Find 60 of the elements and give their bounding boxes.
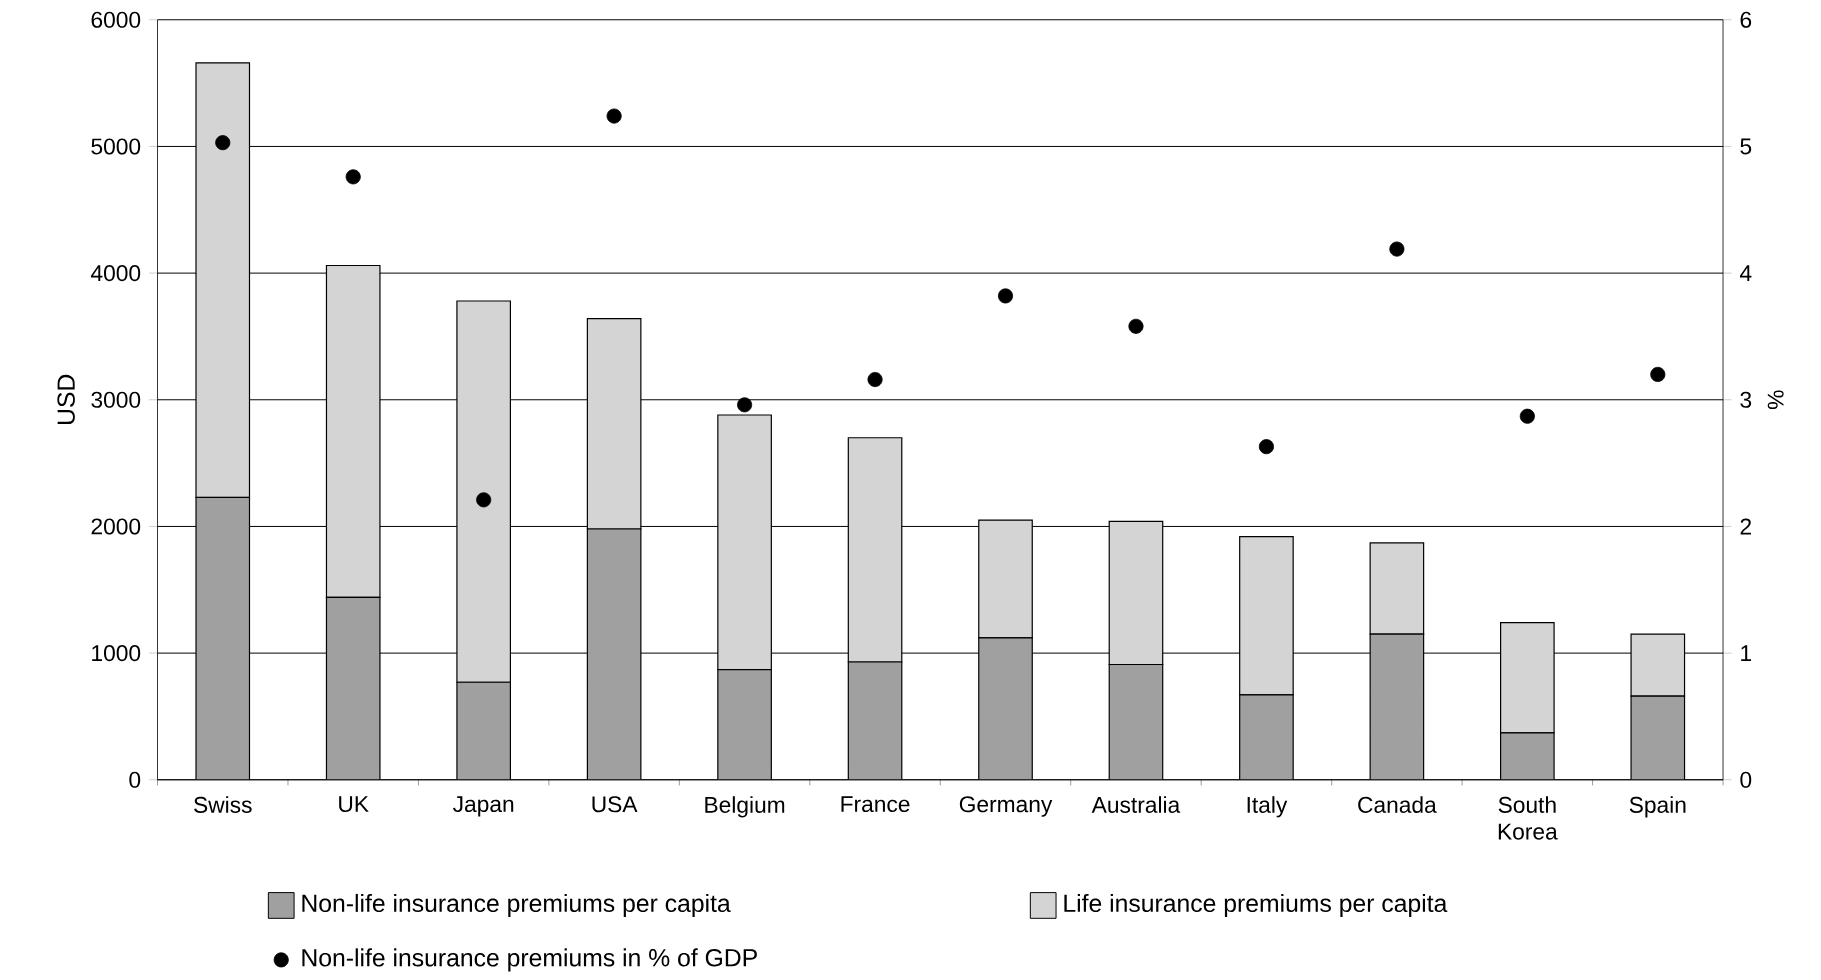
- y-tick-label: 4000: [90, 265, 141, 282]
- x-tick-label: Belgium: [705, 796, 785, 818]
- y2-tick-label: 1: [1741, 645, 1752, 662]
- x-tick-label: UK: [339, 796, 369, 813]
- bar: [1108, 520, 1164, 666]
- y2-tick-label: 4: [1740, 265, 1752, 282]
- x-tick-label: Canada: [1358, 796, 1437, 814]
- bar: [456, 681, 512, 780]
- x-tick-label: Japan: [453, 796, 514, 817]
- bar: [1369, 633, 1425, 780]
- bar: [978, 519, 1033, 639]
- bar: [325, 596, 381, 780]
- point: [737, 397, 753, 413]
- bar: [978, 637, 1033, 780]
- legend-label: Life insurance premiums per capita: [1064, 894, 1448, 918]
- x-tick-label: Australia: [1091, 796, 1181, 814]
- bar: [1630, 695, 1686, 780]
- point: [997, 288, 1014, 304]
- point: [1519, 408, 1535, 424]
- x-tick-label: South Korea: [1498, 796, 1558, 840]
- bar: [1369, 542, 1425, 635]
- point: [1389, 241, 1405, 257]
- y2-tick-label: 2: [1740, 518, 1751, 535]
- point: [1650, 367, 1666, 383]
- bar: [847, 661, 903, 780]
- point: [867, 372, 883, 388]
- x-tick-label: USA: [592, 796, 638, 813]
- point: [215, 135, 231, 151]
- point: [1258, 439, 1274, 455]
- point: [1128, 318, 1144, 334]
- bar: [1239, 694, 1294, 780]
- x-tick-label: France: [841, 796, 910, 813]
- y-tick-label: 1000: [92, 645, 141, 662]
- y-axis-title: USD: [57, 375, 75, 425]
- point: [345, 169, 361, 185]
- bar: [195, 496, 251, 780]
- y-tick-label: 6000: [91, 11, 141, 28]
- legend-label: Non-life insurance premiums in % of GDP: [302, 948, 757, 972]
- y2-tick-label: 0: [1740, 771, 1752, 788]
- legend-label: Non-life insurance premiums per capita: [302, 894, 731, 918]
- y2-tick-label: 3: [1740, 391, 1752, 408]
- y-tick-label: 0: [129, 771, 141, 788]
- bar: [586, 528, 642, 780]
- y2-tick-label: 6: [1740, 11, 1752, 28]
- x-tick-label: Swiss: [194, 796, 252, 814]
- y-tick-label: 5000: [91, 138, 141, 155]
- y-tick-label: 3000: [91, 391, 141, 408]
- bar: [717, 669, 772, 780]
- bar: [1500, 732, 1555, 780]
- y2-tick-label: 5: [1740, 138, 1752, 155]
- bar: [1108, 664, 1164, 780]
- bar: [1239, 536, 1294, 696]
- y2-axis-title: %: [1767, 390, 1784, 410]
- x-tick-label: Germany: [959, 796, 1053, 817]
- y-tick-label: 2000: [91, 518, 141, 535]
- x-tick-label: Italy: [1247, 796, 1288, 818]
- x-tick-label: Spain: [1629, 796, 1686, 818]
- bar: [1500, 622, 1555, 734]
- point: [606, 108, 622, 124]
- point: [476, 492, 492, 508]
